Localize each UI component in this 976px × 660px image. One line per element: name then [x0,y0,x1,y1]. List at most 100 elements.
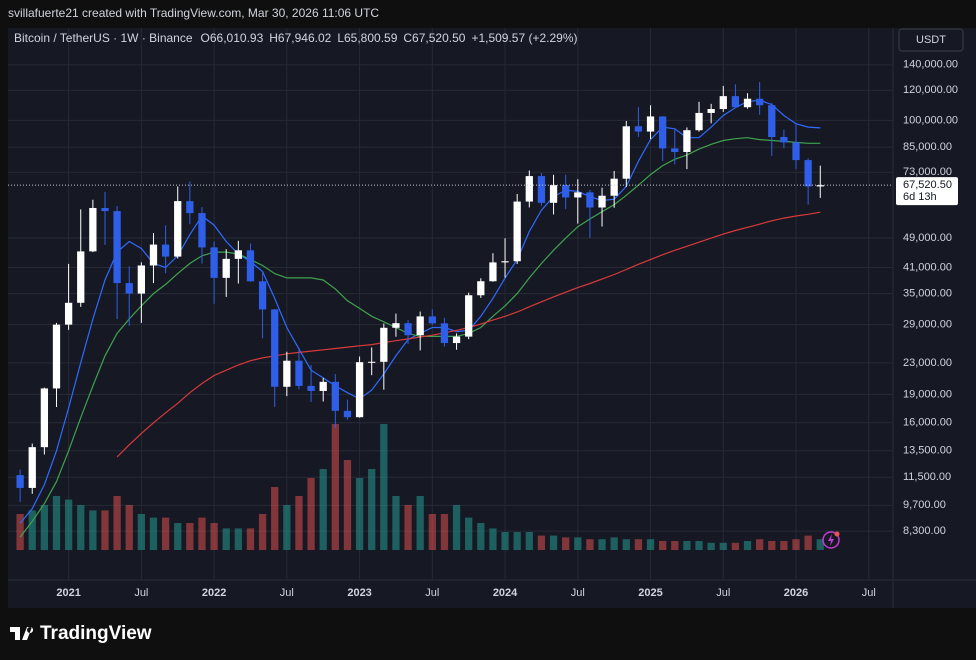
y-tick-label: 19,000.00 [903,388,952,400]
candle-body [622,126,630,179]
candle-body [501,261,509,263]
volume-bar [440,514,449,550]
candle-body [28,447,36,488]
candle-body [234,250,242,259]
ohlc-value: C67,520.50 [403,31,465,45]
y-tick-label: 41,000.00 [903,261,952,273]
x-tick-label: Jul [425,587,439,599]
candle-body [307,385,315,391]
volume-bar [64,499,73,550]
price-axis [893,28,976,608]
candle-body [477,281,485,296]
candle-body [137,265,145,294]
volume-bar [731,542,740,550]
candle-body [513,201,521,262]
currency[interactable]: USDT [916,34,946,46]
alert-icon[interactable] [822,531,840,549]
volume-bar [161,517,170,550]
ohlc-value: O66,010.93 [201,31,264,45]
volume-bar [525,532,533,550]
last-price-label: 67,520.50 [903,179,952,191]
symbol: Bitcoin / TetherUS · 1W · Binance [14,31,193,45]
x-tick-label: Jul [134,587,148,599]
volume-bar [671,541,679,550]
candle-body [562,185,570,198]
ohlc-value: L65,800.59 [337,31,397,45]
volume-bar [89,510,97,550]
volume-bar [52,496,61,550]
candle-body [574,192,582,198]
y-tick-label: 13,500.00 [903,445,952,457]
volume-bar [368,469,376,550]
volume-bar [610,537,618,550]
volume-bar [198,517,206,550]
ohlc-value: H67,946.02 [269,31,331,45]
candle-body [198,213,206,248]
candle-body [258,281,267,310]
volume-bar [222,528,230,550]
volume-bar [659,541,667,550]
x-tick-label: 2026 [784,587,808,599]
candle-body [64,302,73,325]
x-tick-label: Jul [571,587,585,599]
x-tick-label: 2025 [638,587,662,599]
volume-bar [804,535,812,550]
volume-bar [549,535,558,550]
y-tick-label: 49,000.00 [903,232,952,244]
y-tick-label: 73,000.00 [903,166,952,178]
volume-bar [404,505,412,550]
volume-bar [101,510,109,550]
x-tick-label: 2024 [493,587,518,599]
volume-bar [343,460,352,550]
candle-body [428,316,436,324]
candle-body [404,323,412,336]
y-tick-label: 35,000.00 [903,287,952,299]
candle-body [89,207,97,252]
volume-bar [210,523,218,550]
volume-bar [174,523,182,550]
candle-body [355,362,364,418]
volume-bar [465,517,473,550]
candle-body [586,192,594,208]
volume-bar [295,496,303,550]
candle-body [392,323,400,328]
alert-dot [834,531,840,537]
y-tick-label: 85,000.00 [903,141,952,153]
last-price-box [896,177,958,206]
volume-bar [416,496,424,550]
candle-body [452,336,461,344]
volume-bar [16,514,24,550]
volume-bar [452,505,461,550]
volume-bar [816,539,824,550]
volume-bar [477,523,485,550]
plot-area [8,28,893,580]
brand: TradingView [40,623,152,644]
candle-body [598,195,606,208]
y-tick-label: 23,000.00 [903,357,952,369]
ohlc-value: +1,509.57 (+2.29%) [471,31,577,45]
candle-body [52,324,61,389]
candle-body [610,178,618,196]
volume-bar [319,469,327,550]
candle-body [174,201,182,257]
candle-body [695,112,703,131]
x-tick-label: 2021 [56,587,80,599]
volume-bar [28,510,36,550]
candle-body [210,247,218,278]
volume-bar [501,532,509,550]
volume-bar [246,528,255,550]
y-tick-label: 100,000.00 [903,114,958,126]
volume-bar [707,542,715,550]
currency-box[interactable] [898,28,964,52]
candle-body [780,137,788,143]
candle-body [416,316,424,336]
candle-body [634,126,643,132]
axes: 140,000.00 120,000.00 100,000.00 85,000.00 7… [8,59,958,599]
volume-bar [392,496,400,550]
volume-bar [683,541,691,550]
alert-icon-bolt [828,534,834,546]
candle-body [792,142,800,161]
volume-bar [77,505,85,550]
volume-bar [258,514,267,550]
